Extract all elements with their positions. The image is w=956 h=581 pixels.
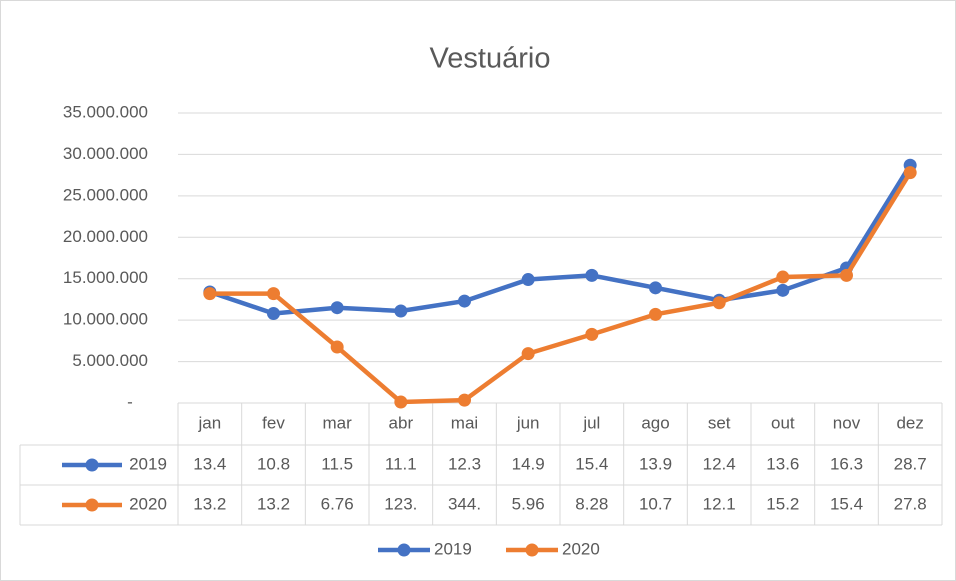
data-point — [521, 273, 535, 287]
legend-label: 2020 — [562, 539, 600, 558]
data-point — [712, 296, 726, 310]
table-series-name: 2019 — [129, 454, 167, 473]
x-tick-label: abr — [389, 413, 414, 432]
data-point — [840, 268, 853, 282]
table-value: 6.76 — [321, 494, 354, 513]
data-point — [394, 304, 408, 318]
y-tick-label: 15.000.000 — [63, 268, 148, 287]
x-tick-label: set — [708, 413, 731, 432]
table-series-name: 2020 — [129, 494, 167, 513]
y-tick-label: 10.000.000 — [63, 310, 148, 329]
table-value: 10.8 — [257, 454, 290, 473]
table-value: 12.4 — [703, 454, 736, 473]
legend-label: 2019 — [434, 539, 472, 558]
x-tick-label: mar — [323, 413, 353, 432]
legend-key — [525, 543, 539, 557]
x-tick-label: mai — [451, 413, 478, 432]
table-value: 15.4 — [575, 454, 608, 473]
data-point — [649, 307, 662, 321]
x-tick-label: out — [771, 413, 795, 432]
data-point — [203, 287, 217, 301]
table-value: 16.3 — [830, 454, 863, 473]
y-tick-label: 25.000.000 — [63, 185, 148, 204]
data-point — [330, 301, 344, 315]
x-tick-label: nov — [833, 413, 861, 432]
table-value: 11.5 — [321, 454, 353, 473]
data-point — [394, 395, 408, 409]
chart-title: Vestuário — [430, 43, 551, 75]
table-value: 12.3 — [448, 454, 481, 473]
data-point — [649, 281, 662, 295]
data-point — [458, 294, 471, 308]
data-point — [330, 340, 344, 354]
data-point — [585, 327, 599, 341]
y-tick-label: 5.000.000 — [72, 351, 148, 370]
table-value: 13.6 — [766, 454, 799, 473]
table-value: 13.9 — [639, 454, 672, 473]
data-point — [776, 270, 790, 284]
x-tick-label: jun — [516, 413, 540, 432]
table-value: 5.96 — [512, 494, 545, 513]
table-value: 10.7 — [639, 494, 672, 513]
series-line — [209, 164, 913, 316]
y-tick-label: 20.000.000 — [63, 227, 148, 246]
data-point — [585, 268, 599, 282]
table-legend-key — [85, 498, 99, 512]
x-tick-label: dez — [896, 413, 923, 432]
data-point — [267, 307, 280, 321]
x-tick-label: fev — [262, 413, 285, 432]
table-legend-key — [85, 458, 99, 472]
table-value: 28.7 — [894, 454, 927, 473]
series-line — [209, 171, 913, 405]
legend-key — [397, 543, 411, 557]
table-value: 14.9 — [512, 454, 545, 473]
x-tick-label: jan — [197, 413, 221, 432]
table-value: 11.1 — [385, 454, 417, 473]
y-tick-label: 35.000.000 — [63, 102, 148, 121]
table-value: 344. — [448, 494, 481, 513]
table-value: 15.4 — [830, 494, 863, 513]
table-value: 8.28 — [575, 494, 608, 513]
x-tick-label: ago — [641, 413, 669, 432]
table-value: 12.1 — [703, 494, 736, 513]
table-value: 13.4 — [193, 454, 226, 473]
data-point — [903, 166, 917, 180]
table-value: 13.2 — [193, 494, 226, 513]
data-point — [458, 393, 471, 407]
data-point — [521, 347, 535, 361]
y-tick-label: 30.000.000 — [63, 144, 148, 163]
x-tick-label: jul — [582, 413, 600, 432]
table-value: 27.8 — [894, 494, 927, 513]
y-tick-label: - — [127, 392, 133, 411]
table-value: 13.2 — [257, 494, 290, 513]
data-point — [267, 287, 280, 301]
table-value: 123. — [384, 494, 417, 513]
data-point — [776, 283, 790, 297]
table-value: 15.2 — [766, 494, 799, 513]
